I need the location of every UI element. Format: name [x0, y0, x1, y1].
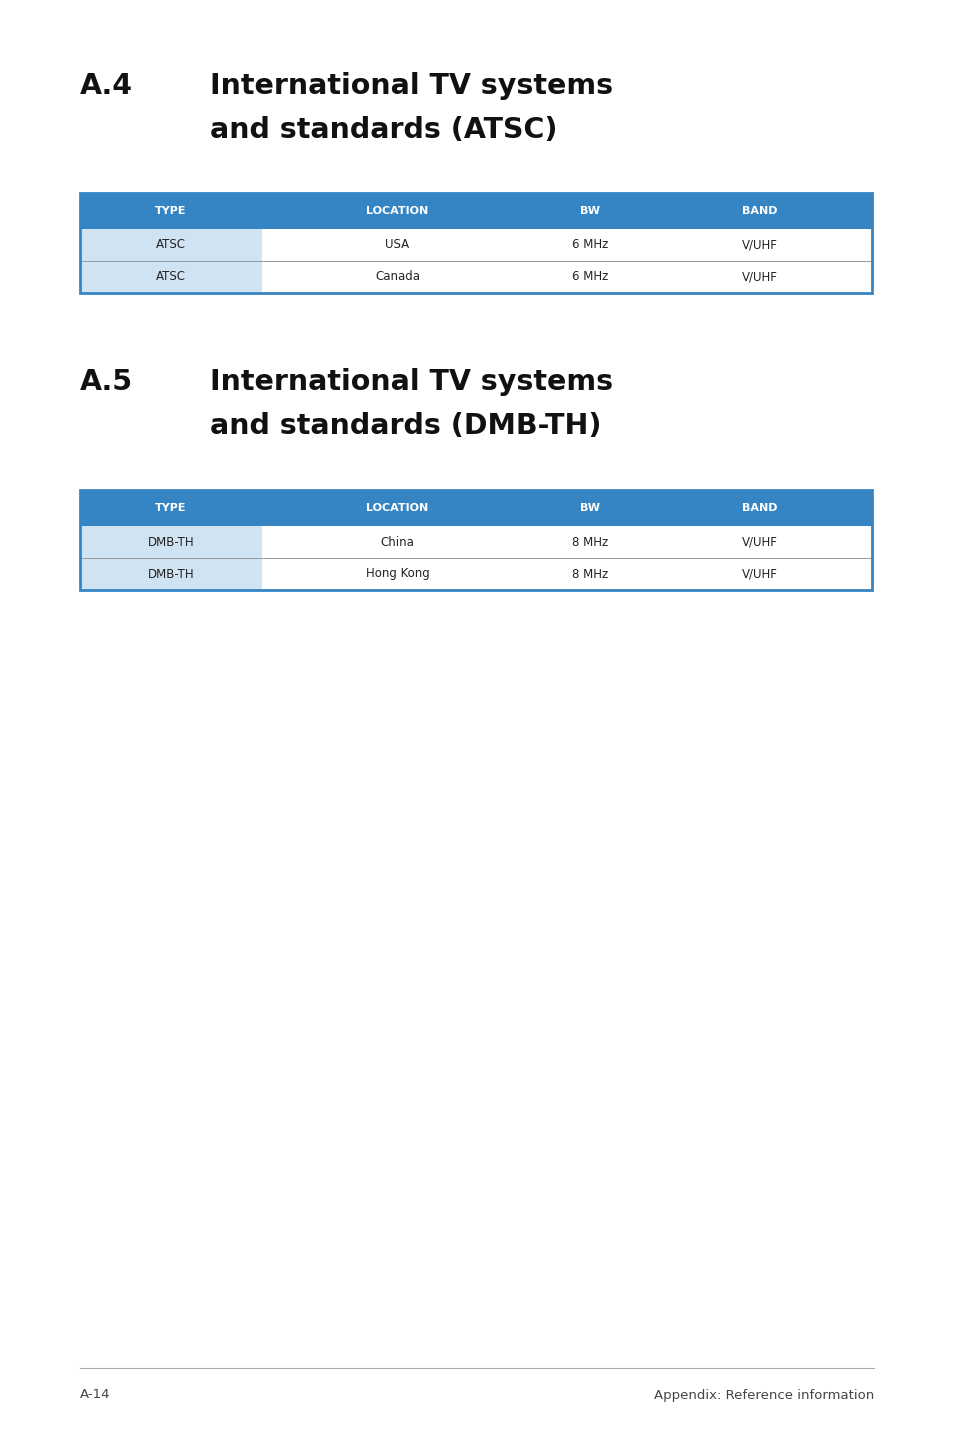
Text: International TV systems: International TV systems — [210, 368, 613, 395]
Text: 8 MHz: 8 MHz — [572, 568, 608, 581]
Text: V/UHF: V/UHF — [741, 535, 777, 548]
Text: ATSC: ATSC — [156, 239, 186, 252]
Text: and standards (ATSC): and standards (ATSC) — [210, 116, 557, 144]
Text: TYPE: TYPE — [155, 206, 187, 216]
Bar — [80, 193, 871, 229]
Text: Hong Kong: Hong Kong — [365, 568, 429, 581]
Text: International TV systems: International TV systems — [210, 72, 613, 101]
Text: China: China — [380, 535, 414, 548]
Text: TYPE: TYPE — [155, 503, 187, 513]
Text: LOCATION: LOCATION — [366, 206, 428, 216]
Text: Canada: Canada — [375, 270, 419, 283]
Text: USA: USA — [385, 239, 409, 252]
Bar — [262, 262, 871, 293]
Bar — [80, 558, 262, 590]
Bar — [80, 526, 262, 558]
Text: ATSC: ATSC — [156, 270, 186, 283]
Text: Appendix: Reference information: Appendix: Reference information — [653, 1389, 873, 1402]
Text: 6 MHz: 6 MHz — [572, 270, 608, 283]
Bar — [80, 490, 871, 526]
Bar — [80, 490, 871, 590]
Text: A.5: A.5 — [80, 368, 133, 395]
Text: and standards (DMB-TH): and standards (DMB-TH) — [210, 413, 601, 440]
Text: V/UHF: V/UHF — [741, 568, 777, 581]
Text: A-14: A-14 — [80, 1389, 111, 1402]
Text: BAND: BAND — [741, 206, 777, 216]
Text: 8 MHz: 8 MHz — [572, 535, 608, 548]
Text: DMB-TH: DMB-TH — [148, 568, 194, 581]
Text: BW: BW — [579, 503, 599, 513]
Bar — [262, 229, 871, 262]
Text: A.4: A.4 — [80, 72, 132, 101]
Text: BAND: BAND — [741, 503, 777, 513]
Bar — [80, 193, 871, 293]
Bar — [262, 526, 871, 558]
Text: V/UHF: V/UHF — [741, 239, 777, 252]
Text: V/UHF: V/UHF — [741, 270, 777, 283]
Bar — [262, 558, 871, 590]
Bar — [80, 262, 262, 293]
Text: BW: BW — [579, 206, 599, 216]
Text: DMB-TH: DMB-TH — [148, 535, 194, 548]
Text: LOCATION: LOCATION — [366, 503, 428, 513]
Text: 6 MHz: 6 MHz — [572, 239, 608, 252]
Bar — [80, 229, 262, 262]
